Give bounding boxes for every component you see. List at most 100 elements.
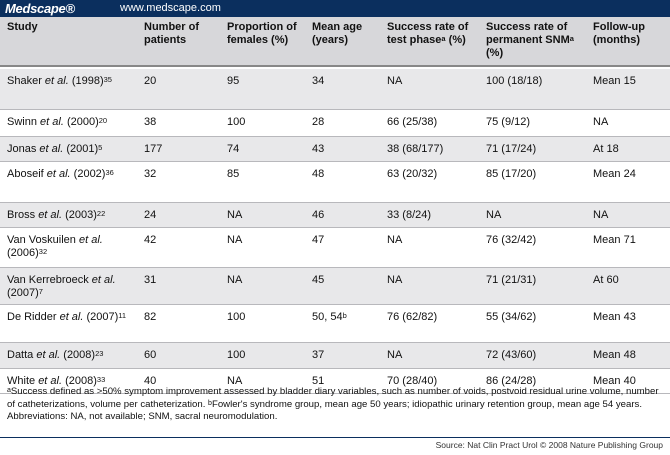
test-cell: NA [387, 274, 403, 286]
follow-cell: At 60 [593, 274, 619, 286]
females-cell: NA [227, 375, 243, 387]
source-credit: Source: Nat Clin Pract Urol © 2008 Natur… [435, 440, 663, 450]
footnote-a-text: Success defined as >50% symptom improvem… [7, 386, 659, 410]
study-year: (2002) [70, 168, 106, 180]
patients-cell: 38 [144, 116, 157, 128]
column-header-patients: Number of patients [144, 21, 199, 46]
test-cell: 63 (20/32) [387, 168, 438, 180]
age-cell: 34 [312, 75, 324, 88]
test-cell: NA [387, 349, 403, 361]
study-author: De Ridder [7, 311, 60, 323]
study-reference: 22 [96, 209, 106, 218]
follow-cell: NA [593, 116, 609, 128]
females-cell: NA [227, 234, 243, 246]
age-value: 34 [312, 75, 325, 87]
column-header-permanent-snm: Success rate of permanent SNMa (%) [486, 21, 574, 59]
study-author: Bross [7, 209, 39, 221]
follow-cell: Mean 43 [593, 311, 636, 323]
test-cell: 33 (8/24) [387, 209, 432, 221]
column-header-mean-age: Mean age (years) [312, 21, 363, 46]
follow-cell: Mean 24 [593, 168, 636, 180]
females-cell: 95 [227, 75, 240, 87]
age-value: 47 [312, 234, 325, 246]
table-row: White et al. (2008)33 40 NA 51 70 (28/40) 86 … [0, 369, 670, 394]
study-cell: Shaker et al. (1998)35 [7, 75, 139, 88]
females-cell: 85 [227, 168, 240, 180]
follow-cell: Mean 48 [593, 349, 636, 361]
study-author: Van Voskuilen [7, 234, 79, 246]
females-cell: 74 [227, 143, 240, 155]
test-cell: NA [387, 234, 403, 246]
age-footnote-mark: b [342, 311, 347, 320]
table-row: Shaker et al. (1998)35 20 95 34 NA 100 (18/18… [0, 69, 670, 110]
patients-cell: 32 [144, 168, 157, 180]
study-etal: et al. [39, 143, 64, 155]
patients-cell: 177 [144, 143, 163, 155]
footnote-b-mark: b [208, 399, 212, 407]
study-etal: et al. [91, 274, 116, 286]
study-etal: et al. [46, 168, 71, 180]
study-etal: et al. [38, 209, 63, 221]
age-cell: 45 [312, 274, 324, 287]
table-header-row: Study Number of patients Proportion of f… [0, 17, 670, 67]
study-cell: Datta et al. (2008)23 [7, 349, 139, 362]
patients-cell: 82 [144, 311, 157, 323]
study-cell: Swinn et al. (2000)20 [7, 116, 139, 129]
age-value: 51 [312, 375, 325, 387]
study-year: (2006) [7, 247, 39, 259]
patients-cell: 60 [144, 349, 157, 361]
follow-cell: Mean 40 [593, 375, 636, 387]
patients-cell: 31 [144, 274, 157, 286]
age-cell: 50, 54b [312, 311, 347, 324]
table-row: De Ridder et al. (2007)11 82 100 50, 54b 76 … [0, 305, 670, 343]
study-cell: De Ridder et al. (2007)11 [7, 311, 139, 324]
study-etal: et al. [40, 116, 64, 128]
follow-cell: Mean 15 [593, 75, 636, 87]
follow-cell: At 18 [593, 143, 619, 155]
test-cell: 76 (62/82) [387, 311, 438, 323]
perm-cell: 55 (34/62) [486, 311, 537, 323]
study-etal: et al. [38, 375, 63, 387]
study-reference: 33 [96, 375, 106, 384]
study-reference: 20 [98, 116, 108, 125]
study-author: Aboseif [7, 168, 47, 180]
medscape-logo[interactable]: Medscape® [5, 1, 75, 16]
table-row: Datta et al. (2008)23 60 100 37 NA 72 (43/60)… [0, 343, 670, 369]
patients-cell: 42 [144, 234, 157, 246]
test-cell: 38 (68/177) [387, 143, 444, 155]
age-value: 45 [312, 274, 325, 286]
patients-cell: 24 [144, 209, 157, 221]
follow-cell: Mean 71 [593, 234, 636, 246]
table-row: Swinn et al. (2000)20 38 100 28 66 (25/38) 75… [0, 110, 670, 137]
study-author: Shaker [7, 75, 45, 87]
follow-cell: NA [593, 209, 609, 221]
study-cell: Aboseif et al. (2002)36 [7, 168, 139, 181]
footer-divider [0, 437, 670, 438]
study-etal: et al. [44, 75, 69, 87]
study-year: (2008) [62, 375, 97, 387]
study-author: Jonas [7, 143, 40, 155]
perm-cell: 86 (24/28) [486, 375, 537, 387]
table-row: Aboseif et al. (2002)36 32 85 48 63 (20/32) 8… [0, 162, 670, 203]
patients-cell: 40 [144, 375, 157, 387]
study-etal: et al. [59, 311, 84, 323]
age-cell: 43 [312, 143, 324, 156]
study-etal: et al. [78, 234, 103, 246]
study-reference: 36 [105, 168, 114, 177]
study-cell: White et al. (2008)33 [7, 375, 139, 388]
age-value: 28 [312, 116, 325, 128]
females-cell: 100 [227, 116, 246, 128]
study-year: (2001) [63, 143, 99, 155]
study-reference: 7 [38, 287, 43, 296]
site-url[interactable]: www.medscape.com [120, 2, 221, 14]
table-footnote: aSuccess defined as >50% symptom improve… [7, 386, 662, 424]
perm-cell: 75 (9/12) [486, 116, 531, 128]
table-row: Bross et al. (2003)22 24 NA 46 33 (8/24) NA NA [0, 203, 670, 228]
females-cell: NA [227, 274, 243, 286]
study-etal: et al. [36, 349, 61, 361]
age-value: 37 [312, 349, 325, 361]
test-cell: NA [387, 75, 403, 87]
perm-cell: NA [486, 209, 502, 221]
age-value: 43 [312, 143, 325, 155]
study-reference: 11 [118, 311, 127, 320]
